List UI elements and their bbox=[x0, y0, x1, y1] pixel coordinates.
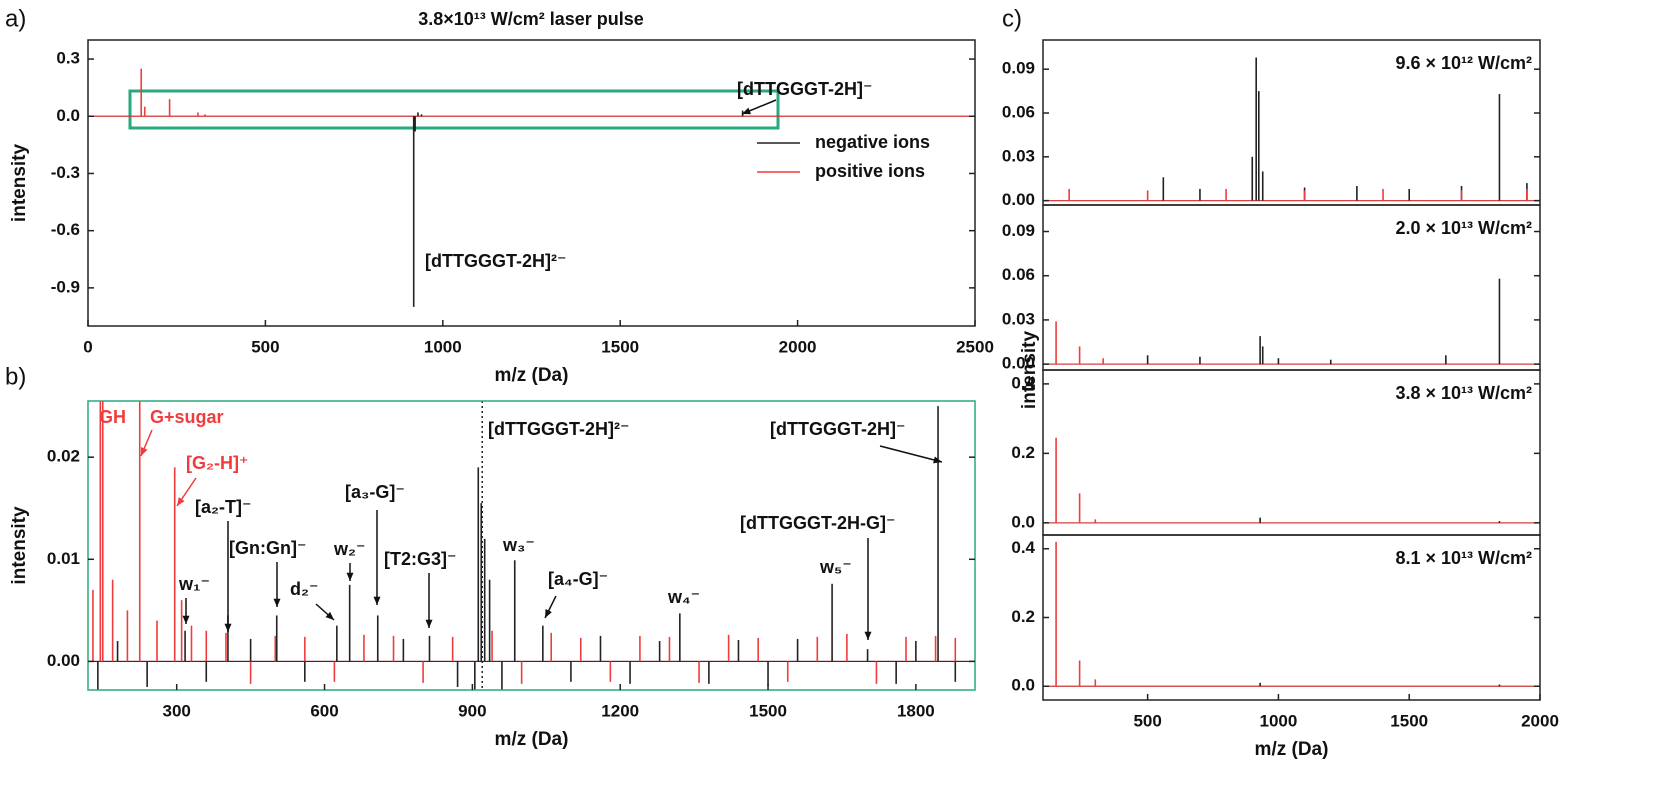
panel-label: c) bbox=[1002, 5, 1022, 32]
annotation: G+sugar bbox=[150, 407, 224, 427]
plot-area bbox=[1043, 541, 1540, 687]
y-tick-label: -0.9 bbox=[51, 277, 80, 296]
annotation: [Gn:Gn]⁻ bbox=[229, 538, 306, 558]
y-tick-label: 0.0 bbox=[1011, 512, 1035, 531]
x-tick-label: 1000 bbox=[1260, 711, 1298, 730]
x-tick-label: 2500 bbox=[956, 337, 994, 356]
arrow-head bbox=[325, 611, 334, 620]
x-tick-label: 1500 bbox=[1390, 711, 1428, 730]
y-tick-label: -0.3 bbox=[51, 163, 80, 182]
plot-frame bbox=[87, 39, 976, 327]
y-tick-label: 0.09 bbox=[1002, 59, 1035, 78]
annotation: w₁⁻ bbox=[178, 574, 210, 594]
chart-title: 3.8×10¹³ W/cm² laser pulse bbox=[418, 9, 644, 29]
arrow-head bbox=[141, 447, 148, 456]
x-axis-label: m/z (Da) bbox=[1255, 739, 1329, 760]
x-tick-label: 300 bbox=[163, 701, 191, 720]
x-axis-label: m/z (Da) bbox=[495, 365, 569, 386]
annotation: w₂⁻ bbox=[333, 539, 366, 559]
highlight-box bbox=[128, 89, 780, 130]
x-tick-label: 1500 bbox=[749, 701, 787, 720]
arrow-head bbox=[742, 107, 751, 115]
chart-title: 2.0 × 10¹³ W/cm² bbox=[1395, 218, 1532, 238]
x-tick-label: 900 bbox=[458, 701, 486, 720]
annotation: [G₂-H]⁺ bbox=[186, 453, 248, 473]
y-tick-label: 0.00 bbox=[1002, 190, 1035, 209]
arrow-head bbox=[373, 596, 381, 605]
x-tick-label: 0 bbox=[83, 337, 92, 356]
annotation: w₃⁻ bbox=[502, 535, 535, 555]
y-axis-label: intensity bbox=[9, 506, 30, 585]
arrow-head bbox=[224, 623, 232, 632]
y-tick-label: 0.09 bbox=[1002, 221, 1035, 240]
chart-title: 3.8 × 10¹³ W/cm² bbox=[1395, 383, 1532, 403]
x-tick-label: 2000 bbox=[1521, 711, 1559, 730]
plot-area bbox=[88, 401, 975, 690]
y-tick-label: 0.01 bbox=[47, 549, 80, 568]
y-tick-label: 0.0 bbox=[1011, 676, 1035, 695]
annotation: [dTTGGGT-2H-G]⁻ bbox=[740, 513, 895, 533]
y-tick-label: 0.03 bbox=[1002, 309, 1035, 328]
annotation: [T2:G3]⁻ bbox=[384, 549, 457, 569]
chart-title: 8.1 × 10¹³ W/cm² bbox=[1395, 548, 1532, 568]
annotation: [dTTGGGT-2H]²⁻ bbox=[488, 419, 629, 439]
x-tick-label: 500 bbox=[1133, 711, 1161, 730]
x-tick-label: 2000 bbox=[779, 337, 817, 356]
y-tick-label: 0.2 bbox=[1011, 443, 1035, 462]
annotation: GH bbox=[99, 407, 126, 427]
y-tick-label: -0.6 bbox=[51, 220, 80, 239]
annotation: w₄⁻ bbox=[667, 587, 700, 607]
annotation: w₅⁻ bbox=[819, 557, 852, 577]
annotation: [dTTGGGT-2H]⁻ bbox=[770, 419, 905, 439]
y-tick-label: 0.06 bbox=[1002, 265, 1035, 284]
plot-area bbox=[88, 68, 975, 307]
annotation: [a₄-G]⁻ bbox=[548, 569, 608, 589]
x-tick-label: 1200 bbox=[601, 701, 639, 720]
arrow-head bbox=[425, 619, 433, 628]
y-axis-label: intensity bbox=[9, 144, 30, 223]
annotation: d₂⁻ bbox=[290, 579, 319, 599]
plot-area bbox=[1043, 278, 1540, 365]
plot-area bbox=[1043, 57, 1540, 202]
legend-label: negative ions bbox=[815, 132, 930, 152]
arrow-head bbox=[177, 497, 185, 506]
annotation: [a₃-G]⁻ bbox=[345, 482, 405, 502]
x-tick-label: 600 bbox=[310, 701, 338, 720]
y-tick-label: 0.0 bbox=[56, 106, 80, 125]
annotation-arrow bbox=[879, 445, 943, 463]
panel-label: a) bbox=[5, 5, 26, 32]
annotation: [dTTGGGT-2H]⁻ bbox=[737, 79, 872, 99]
arrow-head bbox=[182, 615, 190, 624]
legend-label: positive ions bbox=[815, 161, 925, 181]
plot-area bbox=[1043, 437, 1540, 524]
x-tick-label: 1500 bbox=[601, 337, 639, 356]
y-tick-label: 0.4 bbox=[1011, 373, 1035, 392]
arrow-head bbox=[864, 631, 872, 640]
arrow-head bbox=[346, 572, 354, 581]
annotation: [dTTGGGT-2H]²⁻ bbox=[425, 251, 566, 271]
arrow-head bbox=[545, 609, 552, 618]
y-tick-label: 0.02 bbox=[47, 447, 80, 466]
y-tick-label: 0.2 bbox=[1011, 607, 1035, 626]
x-axis-label: m/z (Da) bbox=[495, 729, 569, 750]
y-tick-label: 0.00 bbox=[47, 651, 80, 670]
y-axis-label: intensity bbox=[1019, 331, 1040, 410]
annotation: [a₂-T]⁻ bbox=[195, 497, 252, 517]
chart-title: 9.6 × 10¹² W/cm² bbox=[1395, 53, 1532, 73]
panel-label: b) bbox=[5, 363, 26, 390]
arrow-head bbox=[933, 456, 942, 464]
arrow-head bbox=[273, 598, 281, 607]
plot-frame bbox=[87, 400, 976, 691]
x-tick-label: 1000 bbox=[424, 337, 462, 356]
y-tick-label: 0.03 bbox=[1002, 146, 1035, 165]
y-tick-label: 0.3 bbox=[56, 49, 80, 68]
x-tick-label: 1800 bbox=[897, 701, 935, 720]
y-tick-label: 0.00 bbox=[1002, 354, 1035, 373]
y-tick-label: 0.06 bbox=[1002, 102, 1035, 121]
x-tick-label: 500 bbox=[251, 337, 279, 356]
y-tick-label: 0.4 bbox=[1011, 538, 1035, 557]
